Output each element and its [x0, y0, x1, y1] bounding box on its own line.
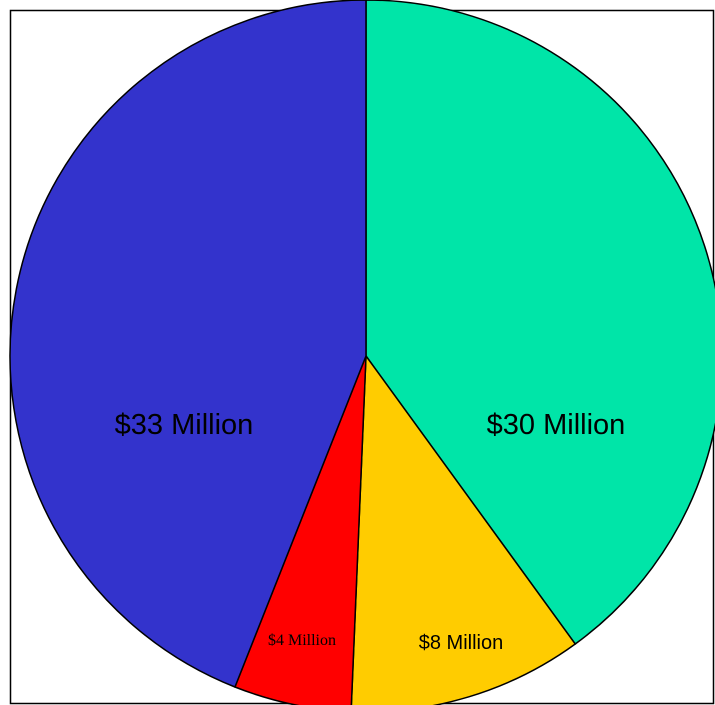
- slice-label-30-million: $30 Million: [487, 409, 626, 441]
- pie-labels: $30 Million $8 Million $4 Million $33 Mi…: [115, 409, 626, 654]
- pie-slice-33-million: [9, 0, 367, 688]
- pie-slice-30-million: [365, 0, 715, 646]
- pie-slice-8-million: [350, 353, 577, 705]
- slice-label-4-million: $4 Million: [268, 632, 336, 649]
- pie-slices: [9, 0, 715, 705]
- slice-label-8-million: $8 Million: [419, 632, 503, 654]
- slice-label-33-million: $33 Million: [115, 409, 254, 441]
